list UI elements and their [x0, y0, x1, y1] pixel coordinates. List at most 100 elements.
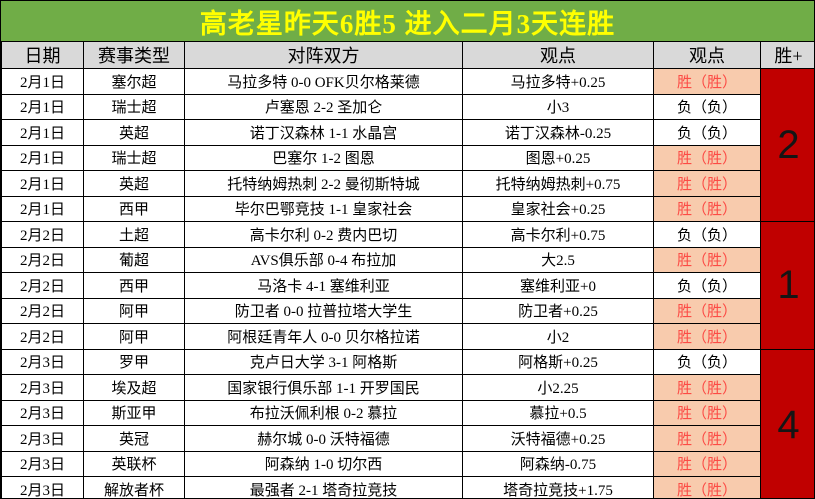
table-row: 2月3日 埃及超 国家银行俱乐部 1-1 开罗国民 小2.25 胜（胜）: [1, 374, 815, 401]
header-win-plus: 胜+: [760, 41, 814, 69]
match-cell: 诺丁汉森林 1-1 水晶宫: [184, 119, 463, 146]
date-cell: 2月3日: [1, 374, 84, 401]
result-cell: 负（负）: [653, 93, 761, 120]
pick-cell: 慕拉+0.5: [462, 399, 654, 426]
table-row: 2月1日 英超 托特纳姆热刺 2-2 曼彻斯特城 托特纳姆热刺+0.75 胜（胜…: [1, 170, 815, 197]
table-row: 2月2日 土超 高卡尔利 0-2 费内巴切 高卡尔利+0.75 负（负） 1: [1, 221, 814, 350]
date-cell: 2月1日: [1, 144, 84, 171]
header-pick: 观点: [462, 41, 654, 69]
result-cell: 胜（胜）: [653, 374, 761, 401]
result-cell: 负（负）: [653, 348, 761, 375]
date-cell: 2月3日: [1, 348, 84, 375]
date-cell: 2月2日: [1, 323, 84, 350]
pick-cell: 高卡尔利+0.75: [462, 221, 654, 248]
result-cell: 胜（胜）: [653, 170, 761, 197]
match-cell: 托特纳姆热刺 2-2 曼彻斯特城: [184, 170, 463, 197]
table-row: 2月1日 英超 诺丁汉森林 1-1 水晶宫 诺丁汉森林-0.25 负（负）: [1, 119, 815, 146]
table-row: 2月3日 英联杯 阿森纳 1-0 切尔西 阿森纳-0.75 胜（胜）: [1, 450, 815, 477]
pick-cell: 大2.5: [462, 246, 654, 273]
table-row: 2月3日 英冠 赫尔城 0-0 沃特福德 沃特福德+0.25 胜（胜）: [1, 425, 815, 452]
result-cell: 胜（胜）: [653, 297, 761, 324]
league-cell: 葡超: [83, 246, 185, 273]
header-match: 对阵双方: [184, 41, 463, 69]
result-cell: 胜（胜）: [653, 450, 761, 477]
table-row: 2月3日 解放者杯 最强者 2-1 塔奇拉竞技 塔奇拉竞技+1.75 胜（胜）: [1, 476, 815, 498]
date-cell: 2月1日: [1, 119, 84, 146]
result-cell: 胜（胜）: [653, 195, 761, 222]
date-cell: 2月1日: [1, 68, 84, 95]
league-cell: 罗甲: [83, 348, 185, 375]
date-cell: 2月2日: [1, 246, 84, 273]
league-cell: 西甲: [83, 272, 185, 299]
match-cell: 巴塞尔 1-2 图恩: [184, 144, 463, 171]
pick-cell: 防卫者+0.25: [462, 297, 654, 324]
pick-cell: 沃特福德+0.25: [462, 425, 654, 452]
pick-cell: 图恩+0.25: [462, 144, 654, 171]
league-cell: 英超: [83, 170, 185, 197]
streak-count-cell: 1: [760, 221, 814, 350]
pick-cell: 皇家社会+0.25: [462, 195, 654, 222]
date-cell: 2月2日: [1, 297, 84, 324]
match-cell: 高卡尔利 0-2 费内巴切: [184, 221, 463, 248]
league-cell: 阿甲: [83, 323, 185, 350]
league-cell: 瑞士超: [83, 144, 185, 171]
league-cell: 塞尔超: [83, 68, 185, 95]
match-cell: 马拉多特 0-0 OFK贝尔格莱德: [184, 68, 463, 95]
match-cell: 赫尔城 0-0 沃特福德: [184, 425, 463, 452]
table-row: 2月1日 瑞士超 巴塞尔 1-2 图恩 图恩+0.25 胜（胜）: [1, 144, 815, 171]
match-cell: 克卢日大学 3-1 阿格斯: [184, 348, 463, 375]
table-row: 2月2日 阿甲 阿根廷青年人 0-0 贝尔格拉诺 小2 胜（胜）: [1, 323, 815, 350]
date-cell: 2月2日: [1, 221, 84, 248]
pick-cell: 托特纳姆热刺+0.75: [462, 170, 654, 197]
date-cell: 2月3日: [1, 425, 84, 452]
result-cell: 胜（胜）: [653, 144, 761, 171]
league-cell: 埃及超: [83, 374, 185, 401]
pick-cell: 小2: [462, 323, 654, 350]
result-cell: 胜（胜）: [653, 68, 761, 95]
match-cell: AVS俱乐部 0-4 布拉加: [184, 246, 463, 273]
result-cell: 负（负）: [653, 221, 761, 248]
table-row: 2月3日 斯亚甲 布拉沃佩利根 0-2 慕拉 慕拉+0.5 胜（胜）: [1, 399, 815, 426]
header-date: 日期: [1, 41, 84, 69]
table-row: 2月2日 葡超 AVS俱乐部 0-4 布拉加 大2.5 胜（胜）: [1, 246, 815, 273]
date-cell: 2月1日: [1, 195, 84, 222]
pick-cell: 小2.25: [462, 374, 654, 401]
page-title: 高老星昨天6胜5 进入二月3天连胜: [199, 8, 616, 39]
results-table: 日期 赛事类型 对阵双方 观点 观点 胜+ 2月1日 塞尔超 马拉多特 0-0 …: [1, 41, 815, 498]
table-row: 2月3日 罗甲 克卢日大学 3-1 阿格斯 阿格斯+0.25 负（负） 4: [1, 348, 814, 498]
match-cell: 毕尔巴鄂竞技 1-1 皇家社会: [184, 195, 463, 222]
streak-count-cell: 4: [760, 348, 814, 498]
header-row: 日期 赛事类型 对阵双方 观点 观点 胜+: [1, 41, 814, 69]
league-cell: 瑞士超: [83, 93, 185, 120]
table-row: 2月1日 瑞士超 卢塞恩 2-2 圣加仑 小3 负（负）: [1, 93, 815, 120]
league-cell: 阿甲: [83, 297, 185, 324]
date-cell: 2月3日: [1, 476, 84, 498]
table-row: 2月1日 西甲 毕尔巴鄂竞技 1-1 皇家社会 皇家社会+0.25 胜（胜）: [1, 195, 815, 222]
table-row: 2月2日 西甲 马洛卡 4-1 塞维利亚 塞维利亚+0 负（负）: [1, 272, 815, 299]
pick-cell: 塔奇拉竞技+1.75: [462, 476, 654, 498]
league-cell: 英联杯: [83, 450, 185, 477]
date-cell: 2月1日: [1, 93, 84, 120]
match-cell: 国家银行俱乐部 1-1 开罗国民: [184, 374, 463, 401]
pick-cell: 阿森纳-0.75: [462, 450, 654, 477]
league-cell: 斯亚甲: [83, 399, 185, 426]
table-row: 2月2日 阿甲 防卫者 0-0 拉普拉塔大学生 防卫者+0.25 胜（胜）: [1, 297, 815, 324]
result-cell: 胜（胜）: [653, 476, 761, 498]
pick-cell: 诺丁汉森林-0.25: [462, 119, 654, 146]
match-cell: 布拉沃佩利根 0-2 慕拉: [184, 399, 463, 426]
streak-count-cell: 2: [760, 68, 814, 222]
match-cell: 阿森纳 1-0 切尔西: [184, 450, 463, 477]
result-cell: 负（负）: [653, 119, 761, 146]
result-cell: 胜（胜）: [653, 246, 761, 273]
date-cell: 2月3日: [1, 399, 84, 426]
match-cell: 防卫者 0-0 拉普拉塔大学生: [184, 297, 463, 324]
league-cell: 英超: [83, 119, 185, 146]
header-league: 赛事类型: [83, 41, 185, 69]
result-cell: 胜（胜）: [653, 323, 761, 350]
match-cell: 马洛卡 4-1 塞维利亚: [184, 272, 463, 299]
title-banner: 高老星昨天6胜5 进入二月3天连胜: [1, 1, 814, 41]
date-cell: 2月2日: [1, 272, 84, 299]
match-cell: 卢塞恩 2-2 圣加仑: [184, 93, 463, 120]
pick-cell: 马拉多特+0.25: [462, 68, 654, 95]
match-cell: 阿根廷青年人 0-0 贝尔格拉诺: [184, 323, 463, 350]
